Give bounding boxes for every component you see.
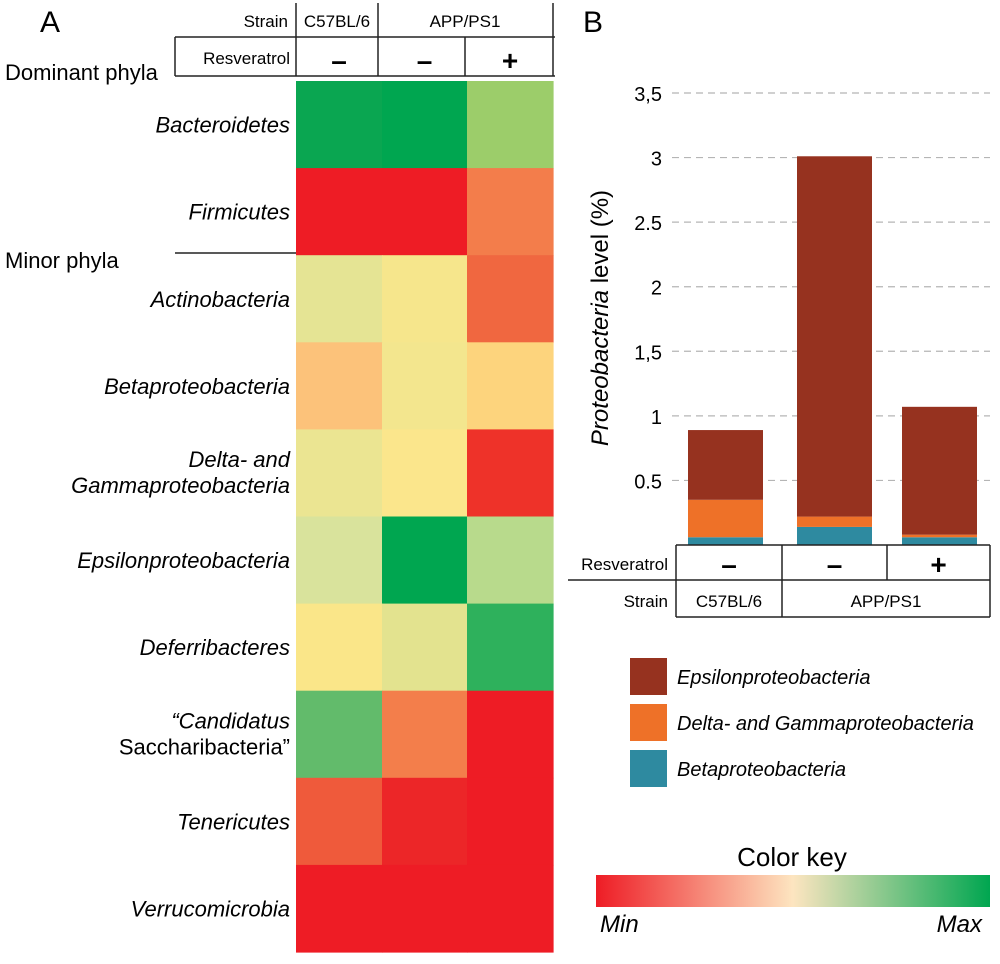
heatmap-cell: [382, 81, 468, 169]
bar-segment: [902, 406, 977, 535]
heatmap-cell: [467, 516, 554, 605]
bar-strain-name: C57BL/6: [696, 592, 762, 611]
heatmap-cell: [382, 777, 468, 866]
group-minor-label: Minor phyla: [5, 248, 119, 273]
stacked-bars: [688, 156, 977, 545]
heatmap-row-label: Epsilonproteobacteria: [77, 548, 290, 573]
bar-resveratrol-sign: –: [721, 549, 737, 580]
heatmap-row-label: Firmicutes: [189, 200, 290, 225]
heatmap-row-label: Delta- and Gammaproteobacteria: [71, 447, 291, 498]
heatmap-row-label: Betaproteobacteria: [104, 374, 290, 399]
y-tick-label: 1: [651, 407, 662, 429]
heatmap-cell: [467, 255, 554, 343]
panel-a-label: A: [40, 6, 60, 39]
heatmap: Bacteroidetes Firmicutes Actinobacteria Bet…: [71, 81, 554, 953]
color-key-gradient-bar: [596, 875, 990, 907]
heatmap-row-label: Bacteroidetes: [155, 113, 290, 138]
bar-segment: [797, 516, 872, 527]
color-key-title: Color key: [737, 842, 847, 872]
heatmap-cell: [296, 603, 383, 692]
bar-segment: [902, 534, 977, 538]
color-key: Color key Min Max: [596, 842, 990, 938]
heatmap-cell: [296, 81, 383, 169]
legend-swatch: [630, 750, 667, 787]
heatmap-row-label: Tenericutes: [177, 809, 290, 834]
legend-label: Delta- and Gammaproteobacteria: [677, 713, 974, 735]
y-tick-label: 2: [651, 278, 662, 300]
bar-y-tick-labels: 0.5 1 1,5 2 2.5 3 3,5: [634, 84, 662, 493]
heatmap-cell: [382, 516, 468, 605]
heatmap-cell: [296, 864, 383, 953]
legend-label: Betaproteobacteria: [677, 759, 846, 781]
heatmap-cell: [382, 255, 468, 343]
resveratrol-sign: –: [331, 45, 347, 76]
bar-segment: [688, 430, 763, 500]
bar-resveratrol-header: Resveratrol: [581, 555, 668, 574]
legend-label: Epsilonproteobacteria: [677, 667, 870, 689]
heatmap-cell: [467, 429, 554, 518]
bar-y-axis-label: Proteobacteria level (%): [587, 190, 614, 446]
strain-name: C57BL/6: [304, 12, 370, 31]
heatmap-cell: [382, 168, 468, 256]
legend-swatch: [630, 658, 667, 695]
heatmap-header: Strain Resveratrol C57BL/6 APP/PS1 – – +: [174, 3, 555, 77]
heatmap-cell: [467, 690, 554, 779]
bar-resveratrol-sign: +: [930, 549, 946, 580]
bar-strain-header: Strain: [624, 592, 668, 611]
bar-condition-table: Resveratrol Strain – – + C57BL/6 APP/PS1: [568, 544, 991, 618]
bar-segment: [688, 537, 763, 545]
heatmap-cell: [296, 429, 383, 518]
heatmap-cell: [467, 603, 554, 692]
bar-segment: [688, 499, 763, 538]
heatmap-row-label: Verrucomicrobia: [131, 896, 290, 921]
legend-swatch: [630, 704, 667, 741]
heatmap-cell: [296, 255, 383, 343]
bar-strain-name: APP/PS1: [851, 592, 922, 611]
bar-segment: [797, 156, 872, 517]
bar-segment: [797, 526, 872, 545]
heatmap-cell: [296, 342, 383, 430]
heatmap-cell: [467, 81, 554, 169]
bar-segment: [902, 537, 977, 545]
heatmap-cell: [296, 777, 383, 866]
resveratrol-sign: –: [417, 45, 433, 76]
color-key-min-label: Min: [600, 911, 639, 938]
heatmap-row-label: Actinobacteria: [149, 287, 290, 312]
y-tick-label: 2.5: [634, 213, 662, 235]
heatmap-cell: [296, 690, 383, 779]
heatmap-cell: [296, 168, 383, 256]
y-tick-label: 1,5: [634, 342, 662, 364]
heatmap-cell: [382, 342, 468, 430]
heatmap-cell: [467, 168, 554, 256]
heatmap-cell: [467, 864, 554, 953]
heatmap-cell: [382, 690, 468, 779]
bar-resveratrol-sign: –: [827, 549, 843, 580]
strain-header: Strain: [244, 12, 288, 31]
heatmap-row-label: Deferribacteres: [140, 635, 290, 660]
heatmap-cell: [467, 342, 554, 430]
y-tick-label: 3,5: [634, 84, 662, 106]
heatmap-cell: [382, 603, 468, 692]
strain-name: APP/PS1: [430, 12, 501, 31]
heatmap-cell: [296, 516, 383, 605]
color-key-max-label: Max: [937, 911, 983, 938]
heatmap-cell: [382, 864, 468, 953]
heatmap-cell: [467, 777, 554, 866]
bar-legend: Epsilonproteobacteria Delta- and Gammapro…: [630, 658, 974, 787]
panel-b-label: B: [583, 6, 603, 39]
y-tick-label: 0.5: [634, 471, 662, 493]
resveratrol-header: Resveratrol: [203, 49, 290, 68]
heatmap-cell: [382, 429, 468, 518]
group-dominant-label: Dominant phyla: [5, 60, 159, 85]
y-tick-label: 3: [651, 149, 662, 171]
heatmap-row-label: “Candidatus Saccharibacteria”: [119, 708, 290, 759]
resveratrol-sign: +: [502, 45, 518, 76]
